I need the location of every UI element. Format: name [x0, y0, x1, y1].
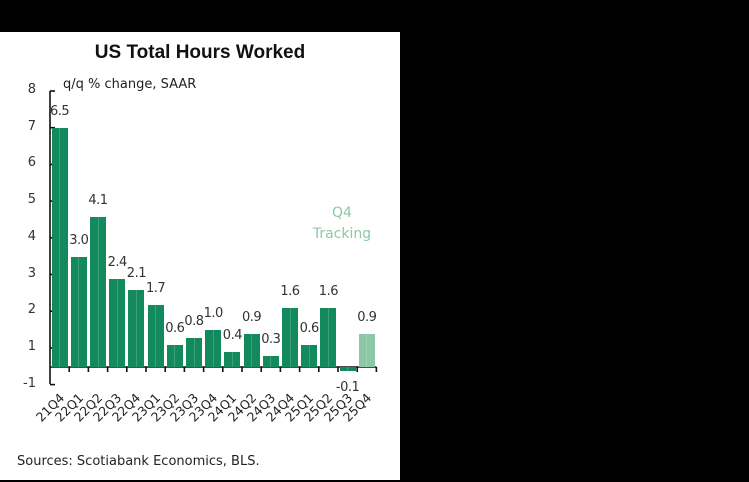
data-label: 1.6	[318, 284, 339, 300]
annotation-line-2: Tracking	[312, 226, 372, 242]
bar-22Q2	[90, 216, 106, 368]
y-tick-label: 5	[27, 192, 36, 208]
bar-25Q3	[339, 367, 356, 371]
tracking-annotation: Q4 Tracking	[300, 203, 384, 245]
y-tick-label: 2	[27, 302, 36, 318]
chart-title: US Total Hours Worked	[94, 42, 306, 63]
data-label: 3.0	[69, 232, 89, 248]
data-label: 2.1	[126, 265, 147, 281]
bar-22Q4	[128, 289, 145, 368]
bar-24Q2	[243, 333, 260, 367]
data-label: 2.4	[107, 254, 128, 270]
data-label: 0.9	[357, 309, 377, 325]
bar-24Q4	[282, 308, 298, 367]
data-label: -0.1	[335, 380, 360, 395]
y-tick-label: -1	[23, 375, 36, 391]
data-label: 0.6	[165, 320, 185, 336]
bar-25Q2	[320, 308, 337, 367]
bar-21Q4	[51, 128, 68, 367]
y-tick-label: 7	[27, 118, 36, 134]
bar-24Q1	[224, 352, 241, 367]
data-label: 0.6	[299, 320, 320, 336]
data-label: 1.7	[146, 280, 166, 296]
annotation-line-1: Q4	[332, 205, 352, 221]
y-tick-label: 6	[27, 155, 36, 171]
data-label: 1.0	[203, 306, 224, 322]
bar-23Q4	[205, 330, 222, 367]
y-tick-label: 8	[27, 82, 36, 97]
bar-23Q1	[147, 304, 164, 368]
bar-23Q3	[186, 337, 202, 368]
bar-23Q2	[166, 344, 183, 367]
source-note: Sources: Scotiabank Economics, BLS.	[17, 454, 260, 469]
data-label: 1.6	[280, 284, 300, 300]
data-label: 0.4	[222, 328, 243, 344]
y-tick-label: 4	[27, 228, 36, 244]
y-tick-label: 3	[27, 265, 36, 281]
bar-22Q3	[109, 278, 126, 368]
bar-24Q3	[262, 355, 279, 367]
y-axis-unit-label: q/q % change, SAAR	[63, 77, 197, 92]
y-tick-label: 1	[27, 338, 36, 354]
data-label: 0.9	[242, 309, 262, 325]
bar-22Q1	[70, 256, 87, 368]
bar-25Q1	[301, 344, 318, 367]
data-label: 0.8	[184, 313, 204, 329]
data-label: 6.5	[50, 104, 70, 120]
data-label: 0.3	[261, 331, 281, 347]
bar-25Q4	[358, 333, 375, 367]
data-label: 4.1	[88, 192, 108, 208]
